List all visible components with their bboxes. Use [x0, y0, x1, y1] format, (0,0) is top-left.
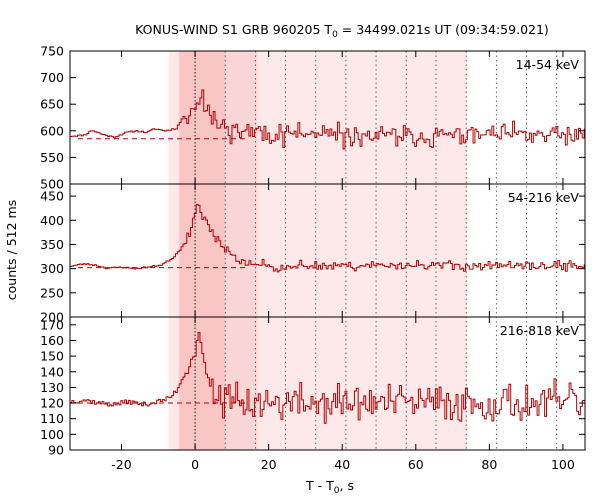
- x-tick-label: -20: [111, 457, 131, 472]
- y-tick-label: 200: [40, 310, 64, 325]
- energy-band-label: 54-216 keV: [508, 190, 580, 205]
- y-axis-title: counts / 512 ms: [4, 200, 19, 300]
- energy-band-label: 14-54 keV: [516, 57, 580, 72]
- y-tick-label: 500: [40, 177, 64, 192]
- y-tick-label: 450: [40, 189, 64, 204]
- y-tick-label: 300: [40, 261, 64, 276]
- y-tick-label: 650: [40, 97, 64, 112]
- series-line: [70, 203, 585, 273]
- y-tick-label: 700: [40, 70, 64, 85]
- panel-1: 500 550 600 650 700 750 14-54 keV: [40, 44, 586, 192]
- y-tick-label: 600: [40, 123, 64, 138]
- y-tick-label: 150: [40, 349, 64, 364]
- y-tick-label: 350: [40, 237, 64, 252]
- series-line: [70, 89, 585, 150]
- y-tick-label: 140: [40, 364, 64, 379]
- y-tick-label: 100: [40, 427, 64, 442]
- chart-title: KONUS-WIND S1 GRB 960205 T0 = 34499.021s…: [135, 22, 549, 40]
- x-tick-label: 0: [191, 457, 199, 472]
- y-tick-label: 120: [40, 396, 64, 411]
- y-tick-label: 750: [40, 44, 64, 59]
- y-tick-label: 110: [40, 411, 64, 426]
- energy-band-label: 216-818 keV: [500, 323, 580, 338]
- y-tick-label: 550: [40, 150, 64, 165]
- y-tick-label: 130: [40, 380, 64, 395]
- x-tick-label: 60: [408, 457, 424, 472]
- shaded-band-3: [179, 51, 226, 450]
- y-tick-label: 170: [40, 317, 64, 332]
- x-tick-label: 20: [261, 457, 277, 472]
- x-tick-label: 80: [481, 457, 497, 472]
- y-tick-label: 400: [40, 213, 64, 228]
- x-tick-label: 100: [551, 457, 575, 472]
- panel-frame: [69, 316, 586, 451]
- y-tick-label: 250: [40, 285, 64, 300]
- series-line: [70, 332, 585, 424]
- y-tick-label: 90: [48, 443, 64, 458]
- x-axis-title: T - T0, s: [305, 478, 354, 496]
- y-tick-label: 160: [40, 333, 64, 348]
- x-tick-label: 40: [334, 457, 350, 472]
